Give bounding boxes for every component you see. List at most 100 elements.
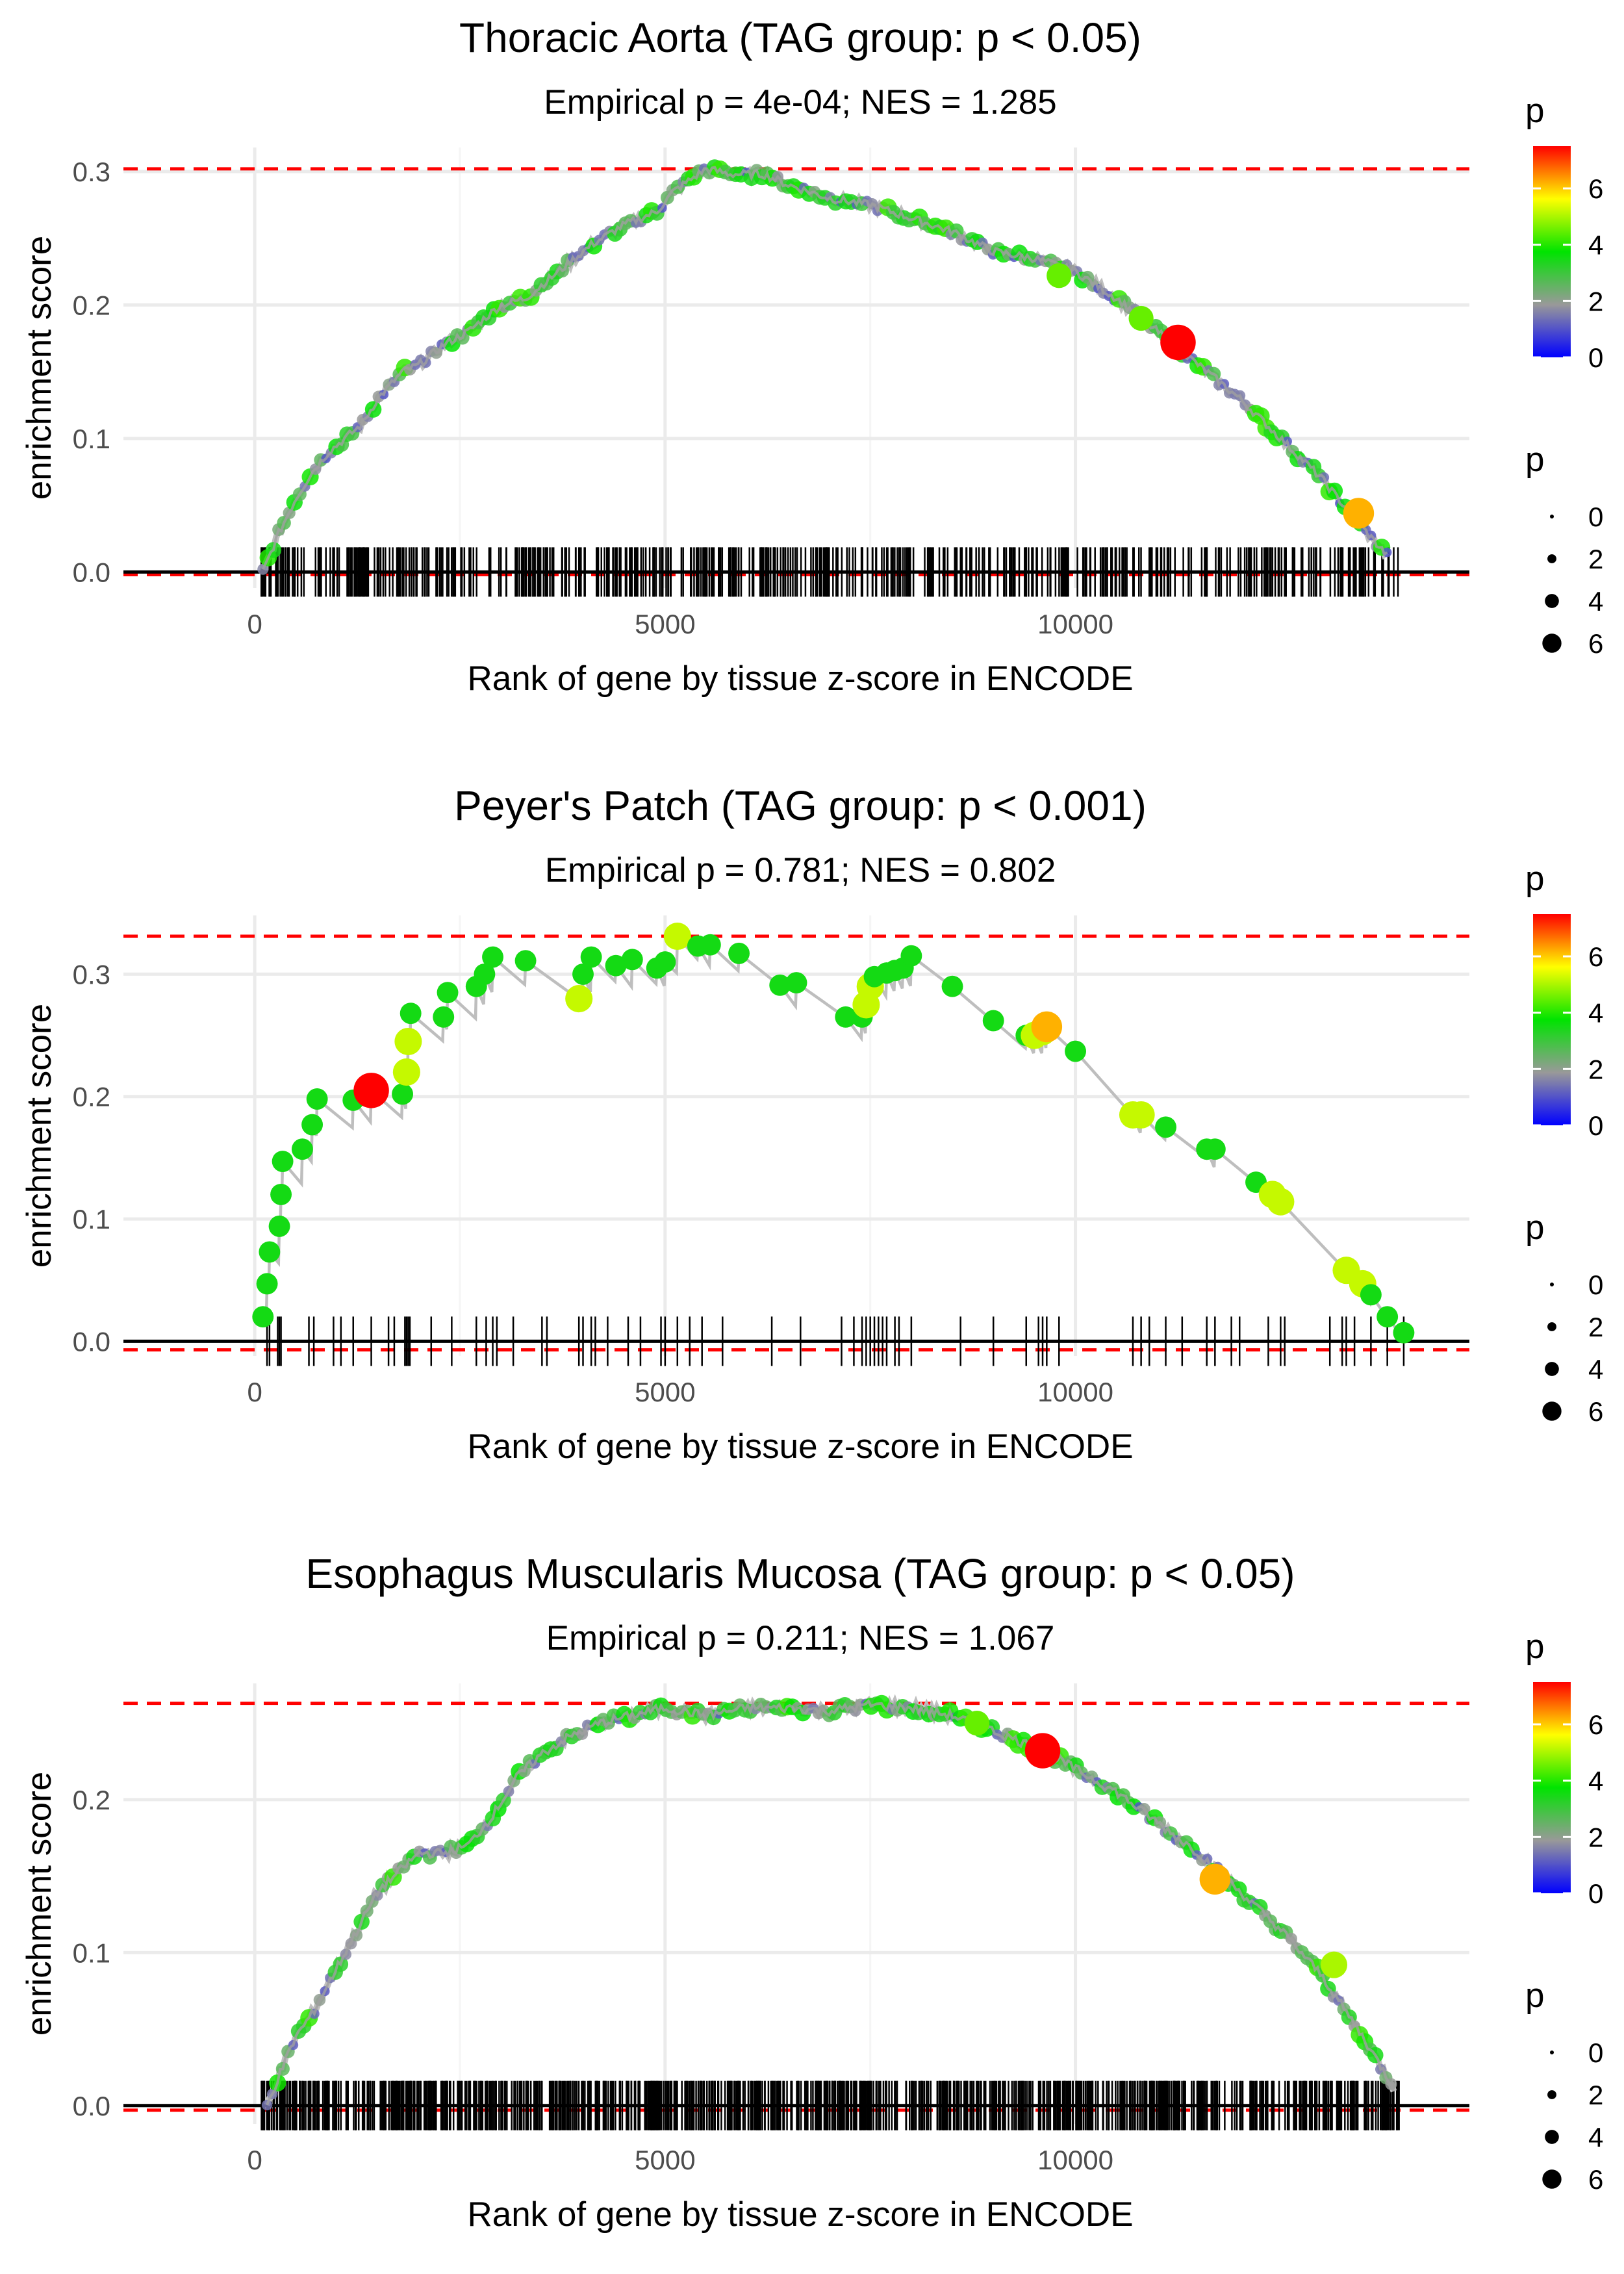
legend-size-label: 0 (1588, 1270, 1603, 1300)
es-line (260, 163, 1389, 571)
legend-size-title: p (1525, 1976, 1544, 2015)
hit-point (785, 972, 807, 994)
legend-size-key (1547, 554, 1556, 563)
highlight-point (1047, 263, 1072, 288)
legend-size-label: 2 (1588, 544, 1603, 574)
y-tick-label: 0.1 (73, 424, 110, 454)
hit-point (621, 949, 643, 971)
hit-point (353, 1073, 389, 1108)
legend-size-label: 6 (1588, 2164, 1603, 2195)
hit-point (1031, 1011, 1063, 1043)
x-tick-label: 10000 (1037, 1377, 1113, 1407)
es-line-core (266, 1698, 1395, 2106)
hit-point (301, 1114, 324, 1136)
y-tick-label: 0.1 (73, 1204, 110, 1234)
highlight-point (964, 1711, 990, 1736)
legend-size-label: 6 (1588, 1396, 1603, 1427)
es-line (262, 932, 1406, 1342)
legend-size-label: 4 (1588, 2122, 1603, 2153)
hit-point (654, 951, 676, 973)
hit-point (565, 985, 593, 1013)
y-tick-label: 0.2 (73, 1785, 110, 1815)
hit-point (261, 2099, 273, 2111)
legend-size-label: 6 (1588, 628, 1603, 659)
hit-point (272, 1151, 294, 1173)
hit-point (259, 1241, 281, 1263)
legend-colorbar (1533, 1682, 1571, 1893)
legend-size: p 0 2 4 6 (1525, 441, 1603, 659)
legend-color-label: 4 (1588, 1766, 1603, 1796)
y-tick-label: 0.2 (73, 290, 110, 320)
legend-color-label: 4 (1588, 998, 1603, 1028)
hit-point (663, 922, 691, 951)
hit-point (252, 1306, 274, 1328)
panel-3: Esophagus Muscularis Mucosa (TAG group: … (20, 1550, 1603, 2234)
hit-point (400, 1003, 422, 1025)
highlight-point (1024, 1733, 1061, 1769)
y-tick-label: 0.3 (73, 959, 110, 990)
panel-1: Thoracic Aorta (TAG group: p < 0.05) Empi… (20, 14, 1603, 698)
hit-point (482, 946, 503, 968)
hit-point (1267, 1188, 1295, 1216)
hit-point (433, 1006, 455, 1028)
legend-size-title: p (1525, 1208, 1544, 1247)
chart-subtitle: Empirical p = 0.211; NES = 1.067 (546, 1619, 1055, 1657)
legend-size: p 0 2 4 6 (1525, 1208, 1603, 1427)
legend-size-key (1547, 2090, 1556, 2099)
legend-color: p 0 2 4 6 (1525, 92, 1603, 373)
panel-2: Peyer's Patch (TAG group: p < 0.001) Empi… (20, 782, 1603, 1466)
legend-size: p 0 2 4 6 (1525, 1976, 1603, 2195)
hit-point (769, 974, 791, 996)
hit-point (514, 950, 537, 972)
highlight-point (1160, 324, 1196, 361)
es-curve (252, 922, 1415, 1344)
y-tick-label: 0.2 (73, 1082, 110, 1112)
hit-point (1065, 1040, 1087, 1062)
y-tick-label: 0.3 (73, 157, 110, 187)
es-line (264, 1694, 1397, 2106)
x-tick-label: 10000 (1037, 2145, 1113, 2175)
legend-size-key (1545, 594, 1559, 608)
legend-color-label: 4 (1588, 230, 1603, 261)
hit-point (900, 945, 922, 967)
hit-point (437, 982, 459, 1004)
x-tick-label: 5000 (635, 2145, 695, 2175)
legend-size-key (1545, 2130, 1559, 2144)
x-tick-label: 5000 (635, 609, 695, 639)
x-axis-label: Rank of gene by tissue z-score in ENCODE (467, 1427, 1133, 1466)
x-axis-label: Rank of gene by tissue z-score in ENCODE (467, 2195, 1133, 2234)
legend-color-label: 0 (1588, 342, 1603, 373)
hit-point (306, 1088, 328, 1110)
highlight-point (1128, 305, 1154, 331)
legend-color: p 0 2 4 6 (1525, 1628, 1603, 1909)
hit-point (1360, 1284, 1382, 1306)
chart-subtitle: Empirical p = 0.781; NES = 0.802 (545, 851, 1056, 889)
hit-point (1155, 1116, 1176, 1138)
legend-size-key (1542, 633, 1562, 653)
hit-point (1204, 1138, 1226, 1160)
x-tick-label: 10000 (1037, 609, 1113, 639)
legend-color-label: 2 (1588, 1054, 1603, 1084)
chart-title: Thoracic Aorta (TAG group: p < 0.05) (459, 14, 1141, 61)
legend-size-key (1549, 1282, 1554, 1287)
hit-point (268, 1215, 290, 1237)
legend-color-label: 2 (1588, 1822, 1603, 1852)
y-axis-label: enrichment score (20, 236, 58, 500)
es-curve (257, 159, 1392, 575)
legend-color: p 0 2 4 6 (1525, 860, 1603, 1141)
hit-point (580, 946, 602, 968)
legend-color-label: 0 (1588, 1878, 1603, 1909)
y-axis-label: enrichment score (20, 1772, 58, 2036)
gridlines (123, 1683, 1469, 2124)
hit-point (1127, 1101, 1155, 1129)
y-tick-label: 0.0 (73, 557, 110, 587)
x-tick-label: 0 (247, 609, 262, 639)
hit-point (394, 1027, 422, 1056)
y-tick-label: 0.1 (73, 1937, 110, 1968)
legend-size-key (1549, 2050, 1554, 2055)
legend-size-label: 2 (1588, 1312, 1603, 1342)
gridlines (123, 147, 1469, 588)
legend-size-key (1545, 1362, 1559, 1376)
hit-point (392, 1083, 414, 1105)
